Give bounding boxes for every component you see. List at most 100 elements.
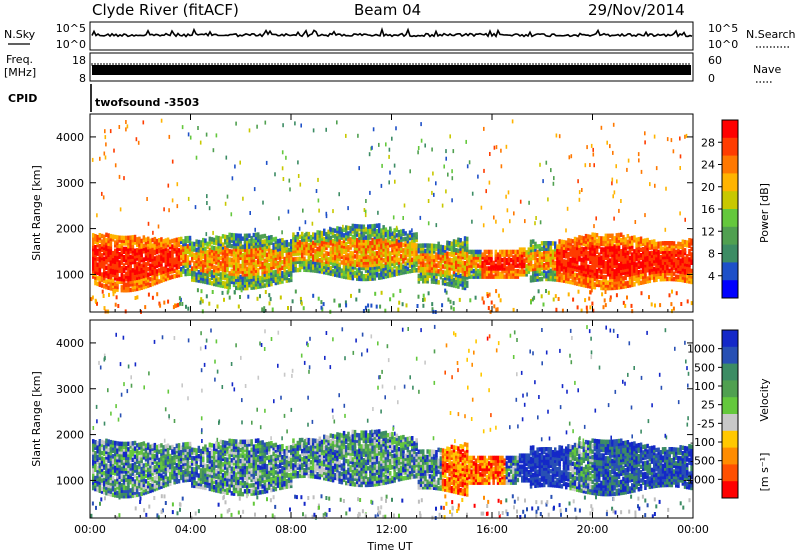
range-cell — [100, 247, 104, 253]
range-cell — [160, 278, 163, 283]
range-cell — [565, 267, 568, 273]
range-cell — [107, 455, 110, 461]
range-cell — [631, 235, 634, 241]
range-cell — [105, 246, 108, 251]
range-cell — [444, 278, 447, 283]
range-cell — [356, 232, 359, 237]
range-cell — [611, 250, 614, 255]
range-cell — [653, 244, 656, 250]
range-cell — [105, 441, 108, 446]
range-cell — [580, 279, 583, 285]
range-cell — [609, 269, 612, 274]
range-cell — [226, 284, 229, 289]
range-cell — [445, 189, 447, 194]
range-cell — [99, 156, 101, 161]
range-cell — [426, 270, 429, 276]
range-cell — [631, 271, 634, 277]
range-cell — [151, 259, 154, 265]
range-cell — [239, 266, 242, 272]
range-cell — [98, 249, 102, 254]
range-cell — [433, 268, 436, 273]
range-cell — [472, 249, 476, 255]
range-cell — [463, 266, 467, 271]
range-cell — [265, 266, 269, 271]
range-cell — [195, 272, 198, 277]
range-cell — [681, 278, 685, 283]
range-cell — [349, 228, 352, 234]
range-cell — [567, 243, 570, 249]
range-cell — [122, 469, 126, 474]
range-cell — [259, 278, 262, 284]
range-cell — [393, 236, 396, 241]
range-cell — [287, 258, 291, 264]
range-cell — [320, 247, 324, 252]
range-cell — [327, 265, 330, 270]
range-cell — [125, 463, 128, 469]
range-cell — [250, 282, 253, 288]
range-cell — [252, 276, 256, 282]
range-cell — [292, 251, 295, 257]
range-cell — [413, 268, 416, 273]
range-cell — [490, 257, 493, 263]
range-cell — [194, 205, 197, 210]
range-cell — [281, 243, 284, 248]
range-cell — [92, 266, 95, 271]
range-cell — [567, 262, 570, 268]
range-cell — [457, 243, 460, 248]
range-cell — [615, 285, 619, 290]
range-cell — [268, 293, 271, 298]
range-cell — [639, 239, 643, 244]
range-cell — [373, 243, 377, 248]
range-cell — [514, 252, 517, 257]
range-cell — [98, 458, 102, 463]
range-cell — [668, 252, 671, 257]
range-cell — [285, 278, 289, 283]
range-cell — [100, 450, 104, 456]
range-cell — [169, 250, 172, 255]
range-cell — [105, 479, 108, 485]
range-cell — [114, 254, 117, 259]
range-cell — [578, 265, 581, 270]
range-cell — [470, 266, 473, 271]
range-cell — [118, 279, 121, 284]
range-cell — [413, 260, 416, 265]
range-cell — [109, 483, 113, 489]
range-cell — [547, 276, 550, 282]
range-cell — [142, 260, 146, 265]
range-cell — [510, 257, 513, 263]
range-cell — [439, 247, 443, 252]
range-cell — [395, 266, 399, 271]
range-cell — [111, 267, 115, 272]
range-cell — [176, 182, 179, 187]
range-cell — [347, 231, 350, 236]
range-cell — [237, 252, 240, 258]
range-cell — [290, 274, 293, 280]
range-cell — [539, 162, 541, 167]
range-cell — [395, 257, 399, 263]
range-cell — [426, 262, 429, 267]
range-cell — [351, 270, 355, 275]
range-cell — [287, 253, 291, 258]
range-cell — [342, 271, 346, 277]
range-cell — [395, 244, 399, 249]
range-cell — [655, 263, 658, 269]
range-cell — [690, 301, 693, 306]
range-cell — [241, 247, 245, 252]
range-cell — [157, 224, 160, 229]
range-cell — [609, 252, 612, 258]
range-cell — [261, 242, 264, 247]
range-cell — [235, 285, 238, 291]
range-cell — [336, 234, 339, 239]
range-cell — [576, 273, 579, 278]
range-cell — [336, 231, 339, 237]
range-cell — [505, 257, 509, 263]
range-cell — [584, 283, 588, 288]
range-cell — [450, 252, 454, 257]
range-cell — [380, 290, 383, 295]
range-cell — [257, 257, 260, 262]
range-cell — [103, 465, 106, 470]
range-cell — [455, 261, 458, 267]
y-tick-label: 2000 — [56, 223, 84, 236]
range-cell — [133, 259, 137, 264]
nsky-panel-frame — [89, 21, 694, 51]
